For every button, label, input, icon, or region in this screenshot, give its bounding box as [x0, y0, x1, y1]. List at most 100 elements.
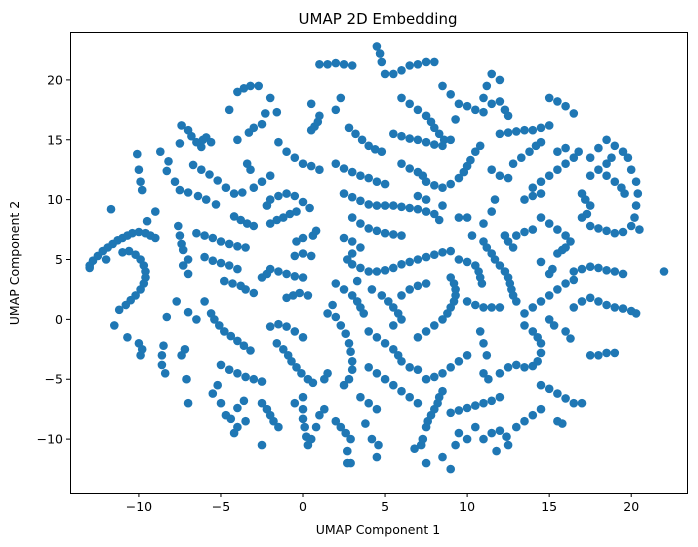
data-point	[421, 327, 431, 336]
data-point	[618, 269, 628, 279]
data-point	[421, 195, 431, 204]
data-point	[438, 81, 447, 91]
data-point	[265, 219, 275, 228]
data-point	[454, 406, 464, 415]
data-point	[520, 125, 529, 135]
data-point	[397, 66, 406, 75]
data-point	[249, 221, 259, 231]
data-point	[123, 333, 132, 342]
data-point	[200, 297, 209, 306]
data-point	[315, 165, 324, 174]
data-point	[228, 279, 237, 288]
data-point	[503, 237, 513, 246]
data-point	[405, 61, 415, 70]
data-point	[397, 231, 406, 240]
data-point	[361, 419, 370, 428]
data-point	[544, 291, 554, 300]
data-point	[454, 357, 464, 366]
data-point	[410, 444, 419, 454]
data-point	[356, 196, 365, 206]
data-point	[380, 201, 390, 210]
data-point	[205, 170, 214, 179]
data-point	[339, 233, 349, 243]
data-point	[121, 300, 131, 310]
data-point	[141, 267, 150, 276]
data-point	[241, 285, 250, 294]
data-point	[520, 363, 529, 372]
data-point	[451, 115, 460, 124]
data-point	[512, 360, 521, 370]
data-point	[520, 309, 529, 318]
data-point	[274, 267, 283, 276]
data-point	[421, 422, 431, 432]
data-point	[421, 252, 431, 262]
data-point	[380, 69, 390, 79]
data-point	[233, 264, 242, 274]
data-point	[372, 369, 382, 378]
data-point	[233, 403, 242, 413]
data-point	[372, 333, 382, 342]
data-point	[389, 230, 398, 239]
data-point	[577, 297, 587, 306]
data-point	[261, 109, 270, 118]
data-point	[282, 322, 291, 331]
data-point	[347, 213, 357, 222]
data-point	[467, 231, 477, 240]
data-point	[389, 345, 398, 354]
data-point	[249, 123, 259, 133]
y-tick-label: 5	[55, 252, 63, 267]
data-point	[384, 297, 393, 306]
data-point	[544, 121, 554, 130]
y-axis-label: UMAP Component 2	[7, 201, 22, 326]
data-point	[233, 369, 242, 378]
data-point	[359, 309, 369, 318]
data-point	[594, 224, 603, 233]
data-point	[553, 165, 562, 174]
data-point	[421, 111, 431, 121]
data-point	[290, 272, 300, 281]
data-point	[323, 60, 332, 69]
data-point	[569, 267, 579, 276]
data-point	[257, 440, 267, 450]
data-point	[528, 125, 538, 135]
data-point	[528, 303, 538, 312]
data-point	[413, 191, 423, 201]
data-point	[372, 177, 382, 186]
data-point	[192, 315, 201, 324]
data-point	[192, 137, 201, 147]
data-point	[520, 227, 529, 237]
data-point	[187, 131, 196, 141]
data-point	[389, 129, 398, 139]
data-point	[238, 188, 247, 197]
data-point	[239, 341, 249, 351]
data-point	[339, 164, 349, 173]
data-point	[594, 263, 603, 273]
data-point	[134, 227, 144, 237]
data-point	[136, 351, 145, 360]
data-point	[175, 139, 185, 148]
data-point	[602, 300, 611, 310]
data-point	[364, 267, 374, 276]
data-point	[462, 351, 472, 360]
data-point	[298, 273, 308, 282]
data-point	[446, 179, 456, 189]
data-point	[512, 297, 521, 306]
data-point	[508, 159, 518, 168]
data-point	[561, 394, 570, 403]
data-point	[372, 42, 382, 51]
data-point	[548, 264, 557, 274]
data-point	[479, 219, 488, 228]
data-point	[495, 303, 505, 312]
data-point	[367, 285, 377, 294]
data-point	[495, 171, 505, 180]
data-point	[389, 303, 398, 312]
data-point	[192, 228, 201, 238]
data-point	[503, 440, 513, 450]
data-point	[308, 378, 318, 388]
data-point	[446, 90, 456, 99]
data-point	[160, 369, 170, 378]
data-point	[208, 233, 218, 243]
data-point	[110, 321, 119, 330]
data-point	[594, 297, 603, 306]
data-point	[631, 177, 641, 186]
